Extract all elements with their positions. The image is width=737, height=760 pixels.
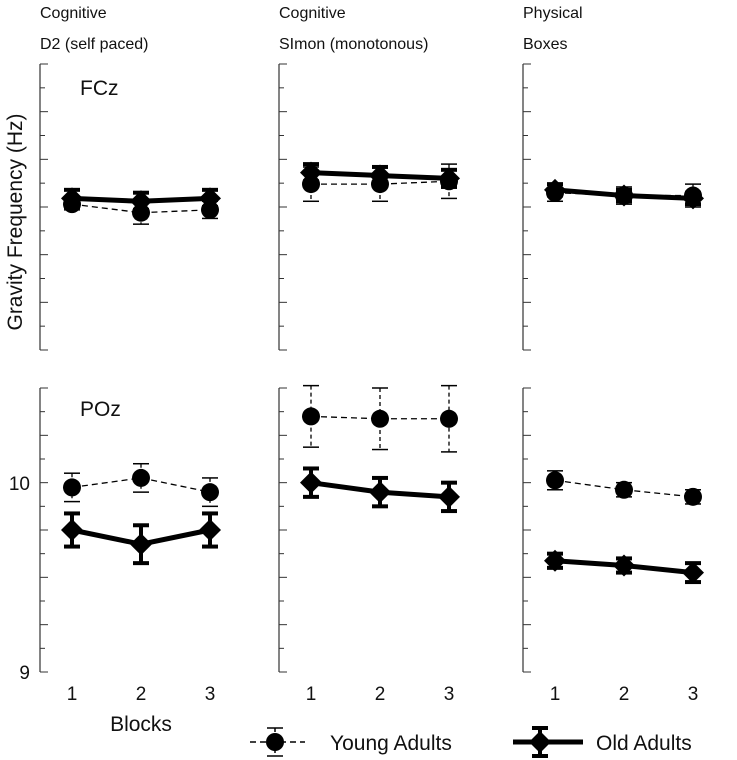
young-line-r1-c0	[71, 477, 211, 493]
old-point-r1-c1-2	[438, 485, 460, 508]
old-point-r0-c0-1	[130, 190, 152, 213]
young-line-r0-c0	[71, 203, 211, 214]
young-point-r1-c2-1	[615, 480, 633, 499]
young-point-r1-c0-1	[132, 468, 150, 487]
y-tick-label-9: 9	[19, 663, 30, 684]
col-title-3-line2: Boxes	[523, 36, 567, 53]
x-tick-label-c2-2: 2	[619, 684, 630, 705]
x-tick-label-c1-1: 1	[306, 684, 317, 705]
old-point-r1-c1-1	[369, 481, 391, 504]
young-point-r1-c2-2	[684, 487, 702, 506]
row-label-fcz: FCz	[80, 77, 119, 100]
legend-young-symbol	[250, 727, 305, 757]
young-point-r1-c1-0	[302, 407, 320, 426]
col-title-3-line1: Physical	[523, 5, 583, 22]
row-label-poz: POz	[80, 398, 121, 421]
x-tick-label-c2-3: 3	[688, 684, 699, 705]
x-tick-label-c0-3: 3	[205, 684, 216, 705]
old-point-r0-c2-1	[613, 184, 635, 207]
old-point-r1-c1-0	[300, 471, 322, 494]
old-point-r1-c2-1	[613, 554, 635, 577]
old-point-r1-c0-1	[130, 533, 152, 556]
old-point-r0-c2-2	[682, 187, 704, 210]
young-point-r1-c0-2	[201, 483, 219, 502]
young-point-r1-c1-1	[371, 409, 389, 428]
col-title-2-line2: SImon (monotonous)	[279, 36, 428, 53]
old-point-r1-c0-2	[199, 519, 221, 541]
col-title-1-line2: D2 (self paced)	[40, 36, 149, 53]
old-point-r1-c2-2	[682, 561, 704, 584]
x-tick-label-c2-1: 1	[550, 684, 561, 705]
old-point-r0-c2-0	[544, 178, 566, 201]
young-point-r1-c0-0	[63, 478, 81, 497]
young-line-r1-c1	[310, 415, 449, 420]
y-axis-label: Gravity Frequency (Hz)	[4, 113, 27, 330]
legend: Young Adults Old Adults	[250, 726, 692, 758]
old-point-r0-c0-2	[199, 187, 221, 210]
x-tick-label-c1-2: 2	[375, 684, 386, 705]
young-line-r0-c1	[311, 180, 450, 185]
x-tick-label-c0-1: 1	[67, 684, 78, 705]
legend-old-symbol	[513, 726, 583, 758]
old-point-r1-c2-0	[544, 549, 566, 572]
x-axis-label: Blocks	[110, 713, 172, 736]
young-point-r1-c2-0	[546, 471, 564, 490]
col-title-2-line1: Cognitive	[279, 5, 346, 22]
young-point-r1-c1-2	[440, 409, 458, 428]
young-line-r1-c2	[554, 479, 694, 498]
old-point-r0-c1-1	[369, 164, 391, 187]
legend-young-label: Young Adults	[330, 732, 452, 755]
legend-old-label: Old Adults	[596, 732, 692, 755]
old-point-r0-c1-2	[438, 167, 460, 190]
old-point-r0-c0-0	[61, 187, 83, 210]
old-point-r1-c0-0	[61, 519, 83, 541]
old-point-r0-c1-0	[300, 161, 322, 184]
x-tick-label-c1-3: 3	[444, 684, 455, 705]
y-tick-label-10: 10	[9, 474, 30, 495]
col-title-1-line1: Cognitive	[40, 5, 107, 22]
x-tick-label-c0-2: 2	[136, 684, 147, 705]
